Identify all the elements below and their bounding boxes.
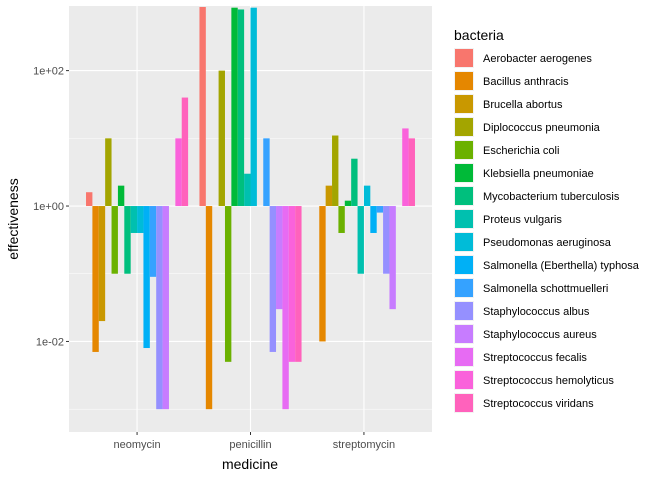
legend: bacteria Aerobacter aerogenes Bacillus an… [454,27,640,413]
bar [263,138,270,207]
legend-label: Staphylococcus albus [483,306,590,318]
bar [98,206,106,322]
legend-key [455,118,473,136]
bar [162,206,169,410]
x-axis: neomycin penicillin streptomycin [114,432,395,451]
bar [218,70,225,207]
legend-label: Klebsiella pneumoniae [483,168,594,180]
legend-key [455,394,473,412]
bar [363,185,371,207]
legend-key [455,49,473,67]
legend-key [455,371,473,389]
bar [376,206,384,213]
bar [175,138,182,207]
y-axis: 1e-02 1e+00 1e+02 [33,66,69,348]
legend-key [455,256,473,274]
bar [344,200,352,207]
legend-label: Aerobacter aerogenes [483,53,592,65]
bar [105,138,112,207]
bar [92,206,99,352]
x-tick-label: streptomycin [333,439,395,451]
legend-key [455,325,473,343]
bar [205,206,213,410]
legend-title: bacteria [454,27,504,43]
y-tick-label: 1e-02 [36,336,64,348]
bar [231,7,238,207]
bar [357,206,364,274]
bar [117,185,125,207]
bar [338,206,345,233]
y-tick-label: 1e+00 [33,201,64,213]
legend-label: Diplococcus pneumonia [483,122,601,134]
bar [111,206,118,274]
bar [351,158,358,207]
bar [370,206,377,233]
legend-key [455,95,473,113]
bar [332,135,339,207]
bar [137,206,144,233]
bar [149,206,157,277]
legend-key [455,187,473,205]
x-tick-label: penicillin [229,439,271,451]
legend-label: Staphylococcus aureus [483,329,597,341]
legend-key [455,164,473,182]
bar [199,6,206,207]
bar [250,7,257,207]
legend-key [455,72,473,90]
x-tick-label: neomycin [114,439,161,451]
legend-label: Bacillus anthracis [483,76,569,88]
bar [383,206,390,274]
bars [86,6,415,410]
legend-label: Streptococcus viridans [483,398,594,410]
bar [156,206,163,410]
bar [319,206,326,342]
bar [244,173,251,207]
y-axis-title: effectiveness [5,178,21,259]
legend-label: Salmonella schottmuelleri [483,283,608,295]
bar [408,138,415,207]
bar [389,206,396,310]
legend-label: Pseudomonas aeruginosa [483,237,612,249]
legend-label: Streptococcus hemolyticus [483,375,614,387]
bar [143,206,150,349]
bar [288,206,296,362]
legend-key [455,233,473,251]
bar [282,206,289,410]
legend-key [455,279,473,297]
bar [269,206,277,352]
legend-key [455,302,473,320]
bar [181,97,189,207]
bar [295,206,302,362]
bar [402,128,409,207]
legend-key [455,141,473,159]
legend-key [455,348,473,366]
legend-label: Streptococcus fecalis [483,352,587,364]
bar [86,192,93,207]
bar [237,9,245,207]
legend-label: Proteus vulgaris [483,214,562,226]
bar [224,206,232,362]
x-axis-title: medicine [222,456,278,472]
legend-label: Mycobacterium tuberculosis [483,191,620,203]
bar [325,185,333,207]
y-tick-label: 1e+02 [33,66,64,78]
legend-label: Salmonella (Eberthella) typhosa [483,260,640,272]
bar [130,206,138,233]
legend-label: Brucella abortus [483,99,563,111]
legend-key [455,210,473,228]
bar [124,206,131,274]
bar [276,206,283,310]
legend-label: Escherichia coli [483,145,559,157]
